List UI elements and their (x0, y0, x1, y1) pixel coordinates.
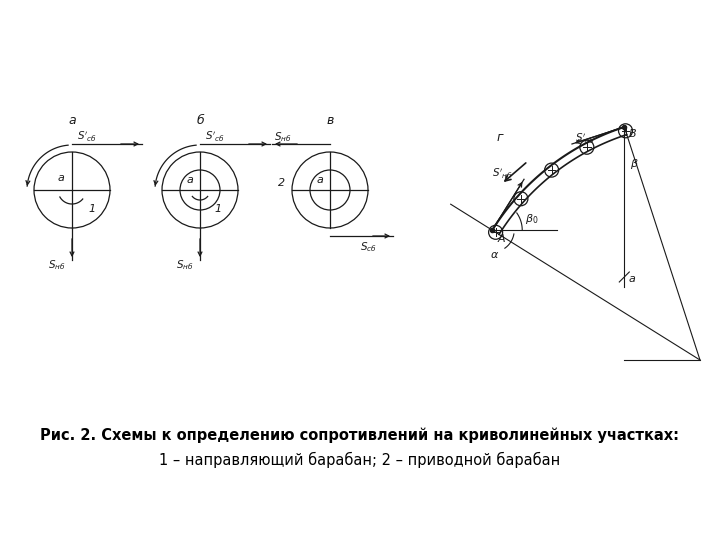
Text: $S_{сб}$: $S_{сб}$ (360, 240, 377, 254)
Text: а: а (186, 175, 194, 185)
Text: $\alpha$: $\alpha$ (490, 250, 500, 260)
Text: а: а (317, 175, 323, 185)
Text: $S'_{нб}$: $S'_{нб}$ (492, 167, 513, 181)
Text: a: a (58, 173, 64, 183)
Text: A: A (498, 234, 505, 244)
Text: б: б (196, 114, 204, 127)
Text: Рис. 2. Схемы к определению сопротивлений на криволинейных участках:: Рис. 2. Схемы к определению сопротивлени… (40, 427, 680, 443)
Text: B: B (629, 129, 636, 139)
Text: $S'_{сб}$: $S'_{сб}$ (575, 132, 595, 146)
Text: 1 – направляющий барабан; 2 – приводной барабан: 1 – направляющий барабан; 2 – приводной … (159, 452, 561, 468)
Text: $S'_{сб}$: $S'_{сб}$ (77, 130, 97, 144)
Text: a: a (629, 274, 635, 284)
Text: 2: 2 (278, 178, 285, 188)
Text: 1: 1 (214, 204, 221, 214)
Text: $S_{нб}$: $S_{нб}$ (176, 258, 194, 272)
Text: $S_{нб}$: $S_{нб}$ (48, 258, 66, 272)
Text: $S'_{сб}$: $S'_{сб}$ (205, 130, 225, 144)
Text: $\beta$: $\beta$ (630, 157, 639, 171)
Text: а: а (68, 114, 76, 127)
Text: $\beta_0$: $\beta_0$ (525, 212, 539, 226)
Text: 1: 1 (88, 204, 95, 214)
Text: $S_{нб}$: $S_{нб}$ (274, 130, 292, 144)
Text: г: г (497, 131, 503, 144)
Text: в: в (326, 114, 333, 127)
